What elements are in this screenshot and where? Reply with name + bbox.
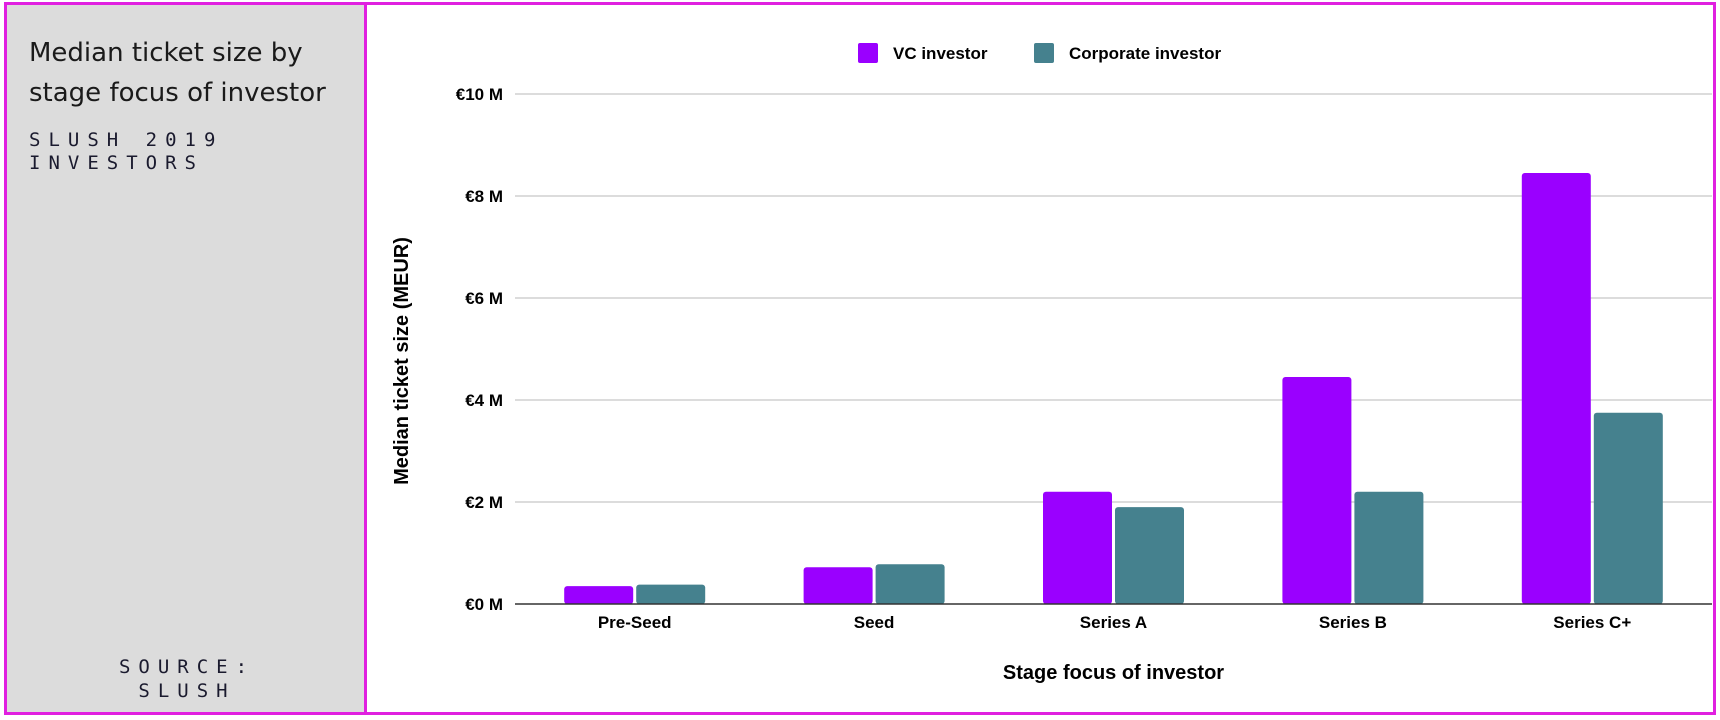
bar-corporate (1115, 507, 1184, 604)
x-axis-title: Stage focus of investor (1003, 662, 1224, 684)
sidebar-panel: Median ticket size by stage focus of inv… (7, 5, 367, 712)
legend-label-corporate: Corporate investor (1069, 44, 1221, 63)
y-tick-label: €0 M (465, 595, 503, 614)
bar-corporate (1593, 412, 1663, 604)
x-tick-label: Seed (854, 613, 895, 632)
x-tick-label: Series A (1080, 613, 1147, 632)
source-note: SOURCE: SLUSH (7, 655, 367, 703)
source-value: SLUSH (138, 680, 236, 702)
subtitle-line-2: INVESTORS (29, 152, 204, 174)
bar-corporate (875, 564, 945, 604)
bar-corporate (636, 584, 706, 604)
legend-label-vc: VC investor (893, 44, 988, 63)
plot-area: €0 M €2 M €4 M €6 M €8 M €10 M Pre-Seed Seed Ser… (367, 5, 1713, 712)
y-tick-label: €4 M (465, 391, 503, 410)
x-tick-label: Series C+ (1553, 613, 1631, 632)
bar-vc (1043, 491, 1112, 604)
bar-vc (1282, 377, 1352, 604)
legend-swatch-vc (858, 43, 878, 63)
x-tick-label: Pre-Seed (598, 613, 672, 632)
bar-corporate (1354, 491, 1424, 604)
y-axis-title: Median ticket size (MEUR) (391, 237, 413, 485)
y-tick-label: €2 M (465, 493, 503, 512)
x-tick-label: Series B (1319, 613, 1387, 632)
bar-vc (564, 586, 634, 604)
y-tick-label: €8 M (465, 187, 503, 206)
source-label: SOURCE: (118, 656, 256, 678)
subtitle: SLUSH 2019 INVESTORS (29, 129, 349, 175)
chart-title: Median ticket size by stage focus of inv… (29, 38, 326, 108)
bar-vc (803, 567, 873, 604)
y-tick-label: €6 M (465, 289, 503, 308)
legend-swatch-corporate (1034, 43, 1054, 63)
y-tick-label: €10 M (456, 85, 503, 104)
bar-vc (1521, 173, 1591, 605)
subtitle-line-1: SLUSH 2019 (29, 129, 224, 151)
chart-frame: Median ticket size by stage focus of inv… (4, 2, 1716, 715)
bar-chart: €0 M €2 M €4 M €6 M €8 M €10 M Pre-Seed Seed Ser… (391, 43, 1712, 684)
